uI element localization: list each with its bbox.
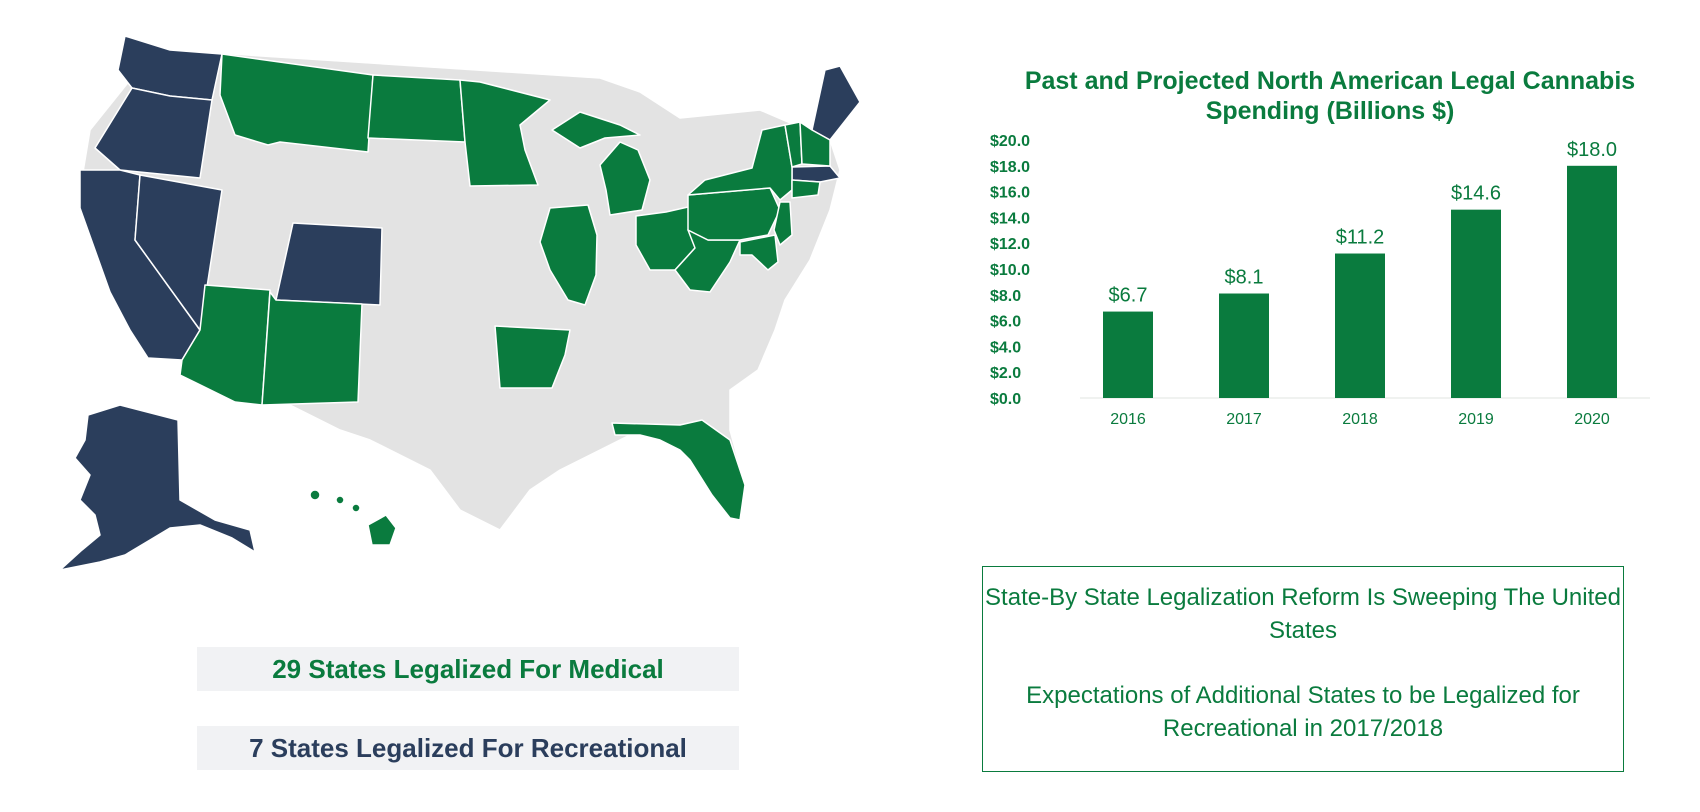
data-label: $18.0 — [1567, 139, 1617, 161]
state-maine — [811, 65, 861, 141]
state-michigan — [551, 111, 641, 149]
y-tick-label: $16.0 — [990, 185, 1030, 202]
state-new-mexico — [261, 291, 363, 406]
bar — [1451, 209, 1501, 398]
y-tick-label: $10.0 — [990, 262, 1030, 279]
chart-svg: $0.0 $2.0 $4.0 $6.0 $8.0 $10.0 $12.0 $14.0 $16.0… — [990, 133, 1650, 428]
state-pennsylvania — [687, 187, 781, 241]
us-legalization-map — [40, 30, 960, 630]
data-label: $6.7 — [1109, 285, 1148, 307]
info-box-expectations: Expectations of Additional States to be … — [1026, 682, 1580, 742]
bar — [1335, 253, 1385, 398]
legend-medical: 29 States Legalized For Medical — [197, 647, 739, 691]
spending-chart: $0.0 $2.0 $4.0 $6.0 $8.0 $10.0 $12.0 $14.0 $16.0… — [990, 60, 1670, 480]
y-tick-label: $0.0 — [990, 391, 1021, 408]
state-north-dakota — [367, 74, 466, 143]
state-florida — [611, 419, 746, 521]
state-alaska — [59, 404, 256, 571]
state-new-hampshire — [799, 121, 831, 167]
state-michigan-lower — [599, 141, 651, 216]
y-tick-label: $4.0 — [990, 339, 1021, 356]
legend-recreational-label: 7 States Legalized For Recreational — [249, 732, 687, 763]
y-tick-label: $18.0 — [990, 159, 1030, 176]
y-tick-label: $14.0 — [990, 210, 1030, 227]
info-box: State-By State Legalization Reform Is Sw… — [982, 566, 1624, 772]
chart-title: Past and Projected North American Legal … — [1024, 67, 1636, 125]
data-label: $14.6 — [1451, 183, 1501, 205]
bar — [1219, 293, 1269, 398]
legend-medical-label: 29 States Legalized For Medical — [272, 653, 664, 684]
state-new-jersey — [773, 201, 793, 246]
state-oregon — [94, 87, 213, 179]
bar — [1567, 165, 1617, 398]
data-label: $11.2 — [1336, 227, 1385, 249]
state-colorado — [275, 222, 383, 306]
x-tick-label: 2016 — [1110, 411, 1146, 428]
state-illinois — [539, 204, 598, 306]
state-maryland — [739, 234, 779, 271]
state-arkansas — [494, 325, 571, 389]
y-tick-label: $12.0 — [990, 236, 1030, 253]
state-new-york — [687, 124, 793, 201]
x-tick-label: 2020 — [1574, 411, 1610, 428]
state-california — [79, 169, 201, 361]
data-label: $8.1 — [1225, 267, 1264, 289]
state-hawaii — [367, 514, 397, 546]
x-tick-label: 2019 — [1458, 411, 1494, 428]
y-tick-label: $20.0 — [990, 133, 1030, 150]
y-tick-label: $6.0 — [990, 314, 1021, 331]
y-tick-label: $2.0 — [990, 365, 1021, 382]
state-minnesota — [459, 79, 551, 187]
info-box-headline: State-By State Legalization Reform Is Sw… — [985, 584, 1621, 644]
legend-recreational: 7 States Legalized For Recreational — [197, 726, 739, 770]
state-connecticut — [791, 179, 821, 199]
y-tick-label: $8.0 — [990, 288, 1021, 305]
bar — [1103, 311, 1153, 398]
x-tick-label: 2018 — [1342, 411, 1378, 428]
map-svg — [59, 35, 861, 571]
state-massachusetts — [791, 165, 841, 183]
x-tick-label: 2017 — [1226, 411, 1262, 428]
